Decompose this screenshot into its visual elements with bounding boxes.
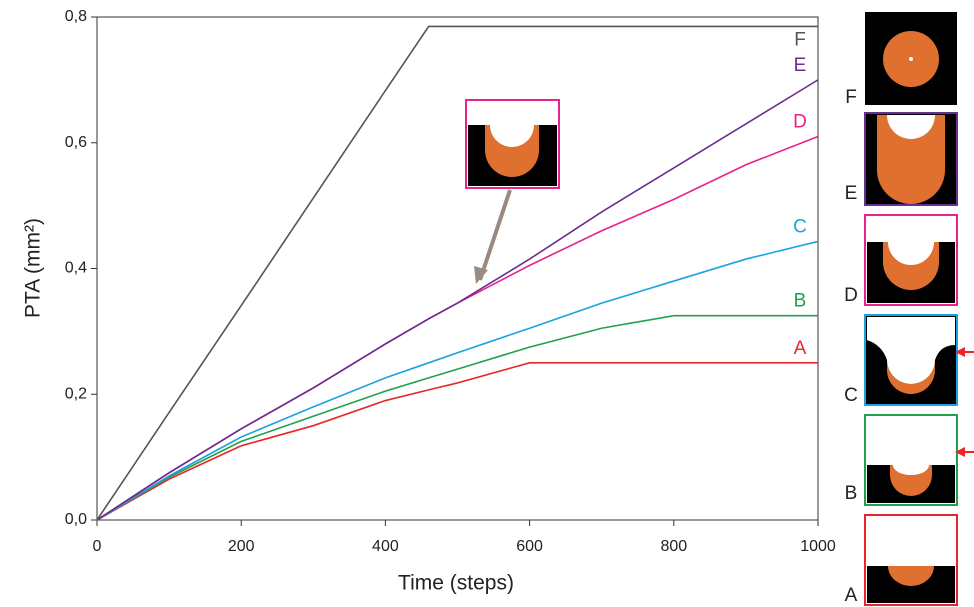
series-label: B — [794, 291, 807, 312]
series-label: C — [793, 216, 807, 237]
x-tick-label: 200 — [228, 538, 255, 555]
thumbnails — [864, 12, 974, 606]
series-line — [96, 362, 818, 521]
x-axis-title: Time (steps) — [398, 572, 514, 595]
thumb-label: E — [845, 183, 858, 204]
series-line — [96, 314, 818, 521]
x-tick-label: 0 — [93, 538, 102, 555]
series-label: E — [794, 55, 807, 76]
x-tick-label: 800 — [660, 538, 687, 555]
series-label: F — [794, 29, 806, 50]
series-line — [96, 79, 819, 521]
series-line — [96, 25, 818, 521]
thumb-label: C — [844, 385, 858, 406]
y-tick-label: 0,2 — [65, 385, 87, 402]
thumb-label: A — [845, 585, 858, 606]
series-label: A — [794, 338, 807, 359]
x-tick-label: 1000 — [800, 538, 836, 555]
x-tick-label: 600 — [516, 538, 543, 555]
x-tick-label: 400 — [372, 538, 399, 555]
series-label: D — [793, 111, 807, 132]
thumb-label: D — [844, 285, 858, 306]
y-axis-title: PTA (mm²) — [22, 218, 45, 318]
inset — [465, 99, 560, 284]
thumb-label: B — [845, 483, 858, 504]
series-line — [96, 240, 819, 521]
y-tick-label: 0,6 — [65, 134, 87, 151]
y-tick-label: 0,4 — [65, 260, 87, 277]
thumb-label: F — [845, 87, 857, 108]
y-tick-label: 0,0 — [65, 511, 87, 528]
y-tick-label: 0,8 — [65, 8, 87, 25]
plot-frame — [96, 16, 819, 521]
